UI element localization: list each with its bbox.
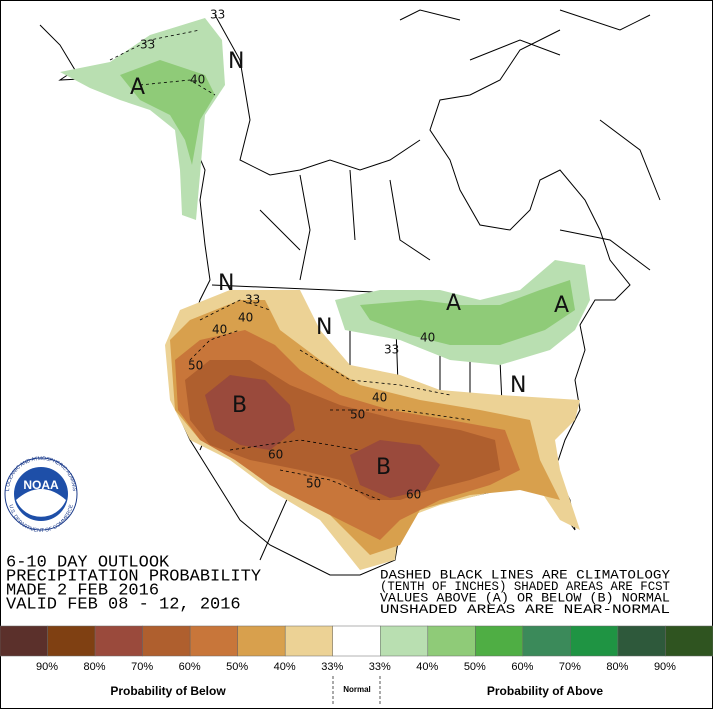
note-line: (TENTH OF INCHES) SHADED AREAS ARE FCST [380,579,670,594]
legend-label: 90% [654,661,676,673]
legend-swatch [522,625,571,657]
logo-text: NOAA [23,478,59,492]
map-label: 50 [306,477,321,491]
outlook-line: VALID FEB 08 - 12, 2016 [6,595,241,614]
map-label: 50 [188,359,203,373]
legend-label: 40% [274,661,296,673]
legend-swatch [0,625,48,657]
map-label: 50 [350,408,365,422]
legend-label: 33% [369,661,391,673]
note-line: VALUES ABOVE (A) OR BELOW (B) NORMAL [380,590,670,605]
legend-label: 90% [36,661,58,673]
climatology-lines [109,29,471,501]
legend-label: 33% [321,661,343,673]
legend-label: 80% [606,661,628,673]
legend-label: 70% [131,661,153,673]
legend-label: 50% [226,661,248,673]
legend-title: Probability of Above [487,684,604,698]
legend-swatch [380,625,429,657]
note-line: DASHED BLACK LINES ARE CLIMATOLOGY [380,567,670,582]
map-label: 60 [268,448,283,462]
outlook-line: 6-10 DAY OUTLOOK [6,553,170,572]
legend-swatch [570,625,619,657]
legend-swatch [284,625,333,657]
legend-title: Normal [343,685,371,694]
legend-swatch [47,625,96,657]
legend-swatch [142,625,191,657]
map-label: 33 [384,343,399,357]
map-label: 40 [372,391,387,405]
map-label: A [554,293,569,318]
map-label: 33 [140,38,155,52]
map-label: 33 [210,8,225,22]
legend-label: 80% [84,661,106,673]
legend-swatch [332,625,381,657]
note-line: UNSHADED AREAS ARE NEAR-NORMAL [380,602,670,617]
map-label: 60 [406,488,421,502]
legend-swatch [427,625,476,657]
legend-swatch [94,625,143,657]
map-label: 40 [420,331,435,345]
note-text: DASHED BLACK LINES ARE CLIMATOLOGY(TENTH… [380,567,670,617]
map-label: N [218,271,234,296]
legend: Probability of Below Normal Probability … [0,625,713,706]
map-label: B [376,455,391,480]
legend-label: 60% [179,661,201,673]
map-label: 40 [238,311,253,325]
legend-swatch [475,625,524,657]
legend-swatch [189,625,238,657]
map-label: A [446,291,461,316]
map-label: 33 [245,293,260,307]
map-label: N [316,315,332,340]
legend-title: Probability of Below [110,684,226,698]
outlook-line: MADE 2 FEB 2016 [6,581,159,600]
shaded-regions [60,18,590,570]
legend-label: 70% [559,661,581,673]
legend-swatch [617,625,666,657]
legend-label: 50% [464,661,486,673]
map-label: B [232,393,247,418]
map-label: N [510,373,526,398]
map-label: 40 [212,323,227,337]
map-label: N [228,49,244,74]
legend-label: 40% [416,661,438,673]
map-label: 40 [190,73,205,87]
legend-swatch [237,625,286,657]
map-label: A [130,75,145,100]
legend-swatch [665,625,713,657]
outlook-line: PRECIPITATION PROBABILITY [6,567,261,586]
map-labels: 33 33 40 A N N 40 33 40 N 50 B 60 50 33 … [130,8,569,502]
legend-label: 60% [511,661,533,673]
